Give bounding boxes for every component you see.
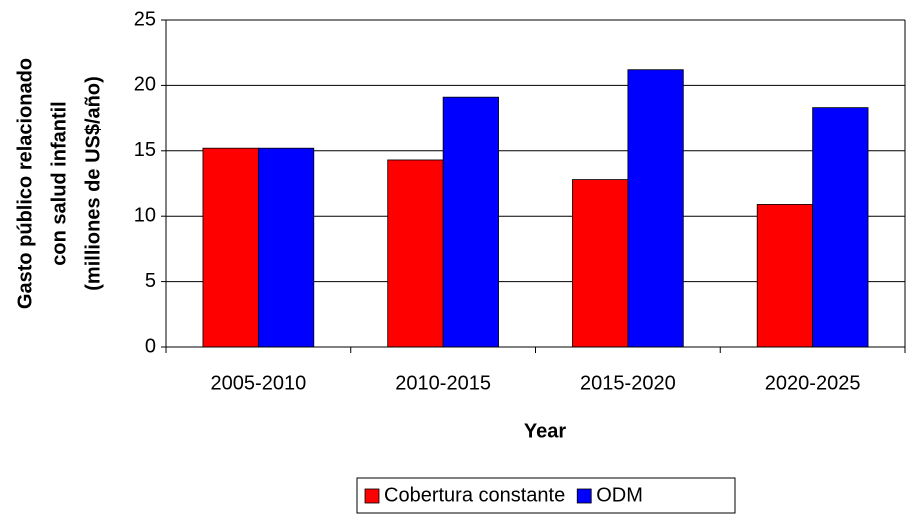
legend-label: ODM [596,484,643,506]
x-tick-label: 2010-2015 [395,372,491,394]
y-tick-label: 10 [134,204,156,226]
y-tick-label: 25 [134,8,156,30]
bar [812,107,869,348]
y-axis-title-line: (milliones de US$/año) [82,76,104,290]
bar [572,179,629,348]
y-axis-title-line: Gasto público relacionado [14,58,36,309]
x-axis-title: Year [524,420,566,442]
legend-box [356,477,736,514]
bar [202,147,259,348]
bar [756,204,814,348]
y-tick-label: 0 [145,335,156,357]
legend-swatch [364,488,380,504]
bar [442,96,499,348]
y-axis-title-line: con salud infantil [48,101,70,265]
y-axis-title: Gasto público relacionado con salud infan… [14,58,104,309]
legend-swatch [576,488,592,504]
bar [627,69,684,348]
x-tick-label: 2020-2025 [765,372,861,394]
y-tick-label: 15 [134,139,156,161]
x-tick-label: 2005-2010 [211,372,307,394]
bar [387,159,444,348]
y-tick-label: 5 [145,270,156,292]
legend-label: Cobertura constante [384,484,565,506]
y-tick-label: 20 [134,74,156,96]
x-tick-label: 2015-2020 [580,372,676,394]
bar [257,147,315,348]
